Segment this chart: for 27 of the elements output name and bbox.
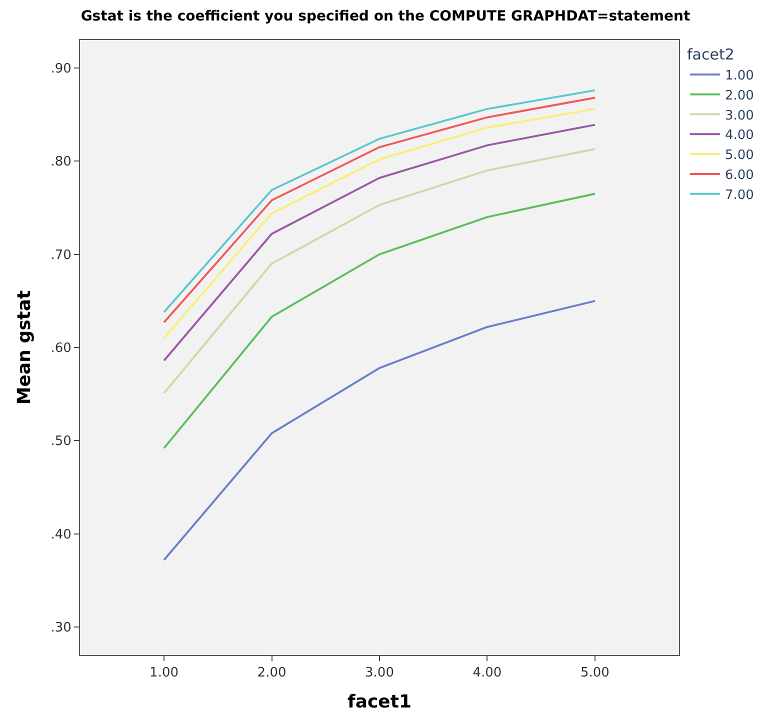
x-tick-label: 4.00 bbox=[472, 666, 502, 681]
y-tick-label: .80 bbox=[50, 154, 72, 170]
x-tick-label: 2.00 bbox=[257, 666, 286, 681]
line-series bbox=[163, 148, 596, 394]
y-tick-label: .50 bbox=[50, 434, 72, 450]
legend-label: 4.00 bbox=[724, 128, 754, 144]
x-tick-label: 5.00 bbox=[580, 666, 610, 681]
y-tick-label: .30 bbox=[50, 620, 72, 636]
legend-label: 1.00 bbox=[724, 68, 754, 84]
legend-title: facet2 bbox=[686, 46, 734, 64]
line-series bbox=[163, 192, 596, 450]
legend-label: 5.00 bbox=[724, 148, 754, 164]
legend-label: 7.00 bbox=[724, 188, 754, 203]
y-tick-label: .40 bbox=[50, 527, 72, 542]
x-axis-title: facet1 bbox=[348, 692, 412, 713]
line-series bbox=[163, 124, 596, 362]
x-tick-label: 1.00 bbox=[150, 666, 179, 681]
x-tick-label: 3.00 bbox=[365, 666, 394, 681]
legend-label: 6.00 bbox=[724, 168, 754, 184]
y-axis-title: Mean gstat bbox=[14, 290, 35, 405]
y-tick-label: .70 bbox=[50, 248, 72, 263]
y-tick-label: .90 bbox=[50, 62, 72, 76]
chart-title: Gstat is the coefficient you specified on the COMPUTE GRAPHDAT=statement bbox=[80, 8, 690, 25]
legend-label: 3.00 bbox=[724, 108, 754, 124]
y-tick-label: .60 bbox=[50, 341, 72, 356]
line-series bbox=[163, 300, 596, 561]
legend-label: 2.00 bbox=[724, 88, 754, 104]
